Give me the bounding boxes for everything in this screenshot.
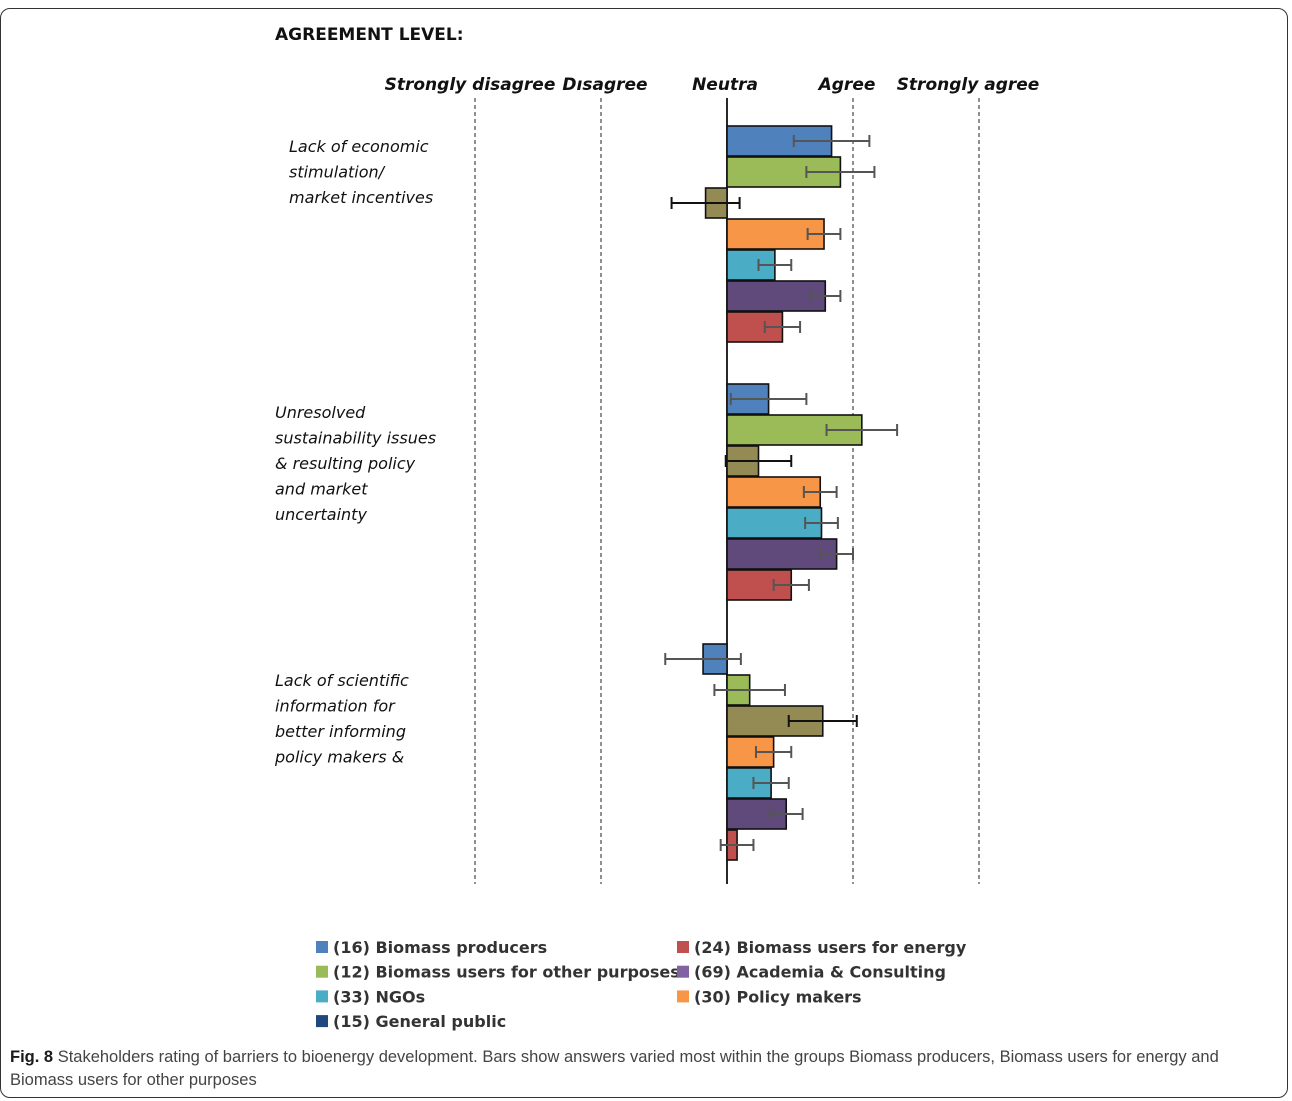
error-bar-series2-cat1 [724, 455, 793, 467]
error-bar-series3-cat1 [802, 486, 838, 498]
caption-text: Stakeholders rating of barriers to bioen… [10, 1048, 1219, 1089]
error-bar-series4-cat1 [804, 517, 839, 529]
error-bar-series0-cat1 [729, 393, 808, 405]
legend-label-6: (15) General public [333, 1012, 506, 1031]
category-label-1-line-2: & resulting policy [275, 454, 416, 473]
level-label-2: Neutra [692, 75, 758, 95]
legend-entry-0: (16) Biomass producers [316, 938, 547, 957]
legend-swatch-3 [677, 965, 689, 978]
category-label-1-line-1: sustainability issues [275, 429, 436, 448]
error-bar-series1-cat1 [825, 424, 899, 436]
legend-label-1: (24) Biomass users for energy [694, 938, 967, 957]
level-label-4: Strongly agree [897, 75, 1040, 95]
error-bar-series5-cat0 [809, 290, 842, 302]
category-label-0-line-2: market incentives [289, 188, 433, 207]
legend-swatch-1 [677, 941, 689, 953]
chart-title: AGREEMENT LEVEL: [275, 25, 464, 45]
legend-entry-6: (15) General public [316, 1012, 506, 1031]
level-label-0: Strongly disagree [385, 75, 556, 95]
error-bar-series2-cat2 [787, 715, 858, 727]
category-labels: Lack of economic stimulation/market incen… [274, 137, 436, 767]
error-bar-series3-cat0 [806, 228, 842, 240]
error-bars [664, 135, 899, 851]
legend-entry-5: (30) Policy makers [677, 987, 862, 1006]
legend-entry-2: (12) Biomass users for other purposes [316, 963, 680, 982]
bar-series5-cat1 [726, 538, 838, 570]
category-label-0-line-0: Lack of economic [289, 137, 429, 156]
category-label-2-line-0: Lack of scientific [275, 671, 409, 690]
figure-caption: Fig. 8 Stakeholders rating of barriers t… [10, 1046, 1278, 1092]
error-bar-series4-cat0 [757, 259, 793, 271]
agreement-level-labels: Strongly disagree Dısagree Neutra Agree Stro… [385, 75, 1040, 95]
legend-swatch-4 [316, 990, 328, 1003]
error-bar-series6-cat1 [772, 579, 810, 591]
error-bar-series4-cat2 [752, 777, 790, 789]
category-label-2-line-2: better informing [275, 722, 406, 741]
category-label-1-line-0: Unresolved [275, 403, 366, 422]
bar-series5-cat0 [726, 280, 827, 312]
legend-swatch-5 [677, 990, 689, 1003]
caption-label: Fig. 8 [10, 1048, 54, 1066]
legend-label-0: (16) Biomass producers [333, 938, 547, 957]
level-label-1: Dısagree [562, 75, 647, 95]
legend: (16) Biomass producers (24) Biomass users… [316, 938, 967, 1031]
figure-frame [0, 8, 1288, 1098]
bars [702, 125, 863, 861]
error-bar-series5-cat2 [768, 808, 804, 820]
error-bar-series2-cat0 [670, 197, 741, 209]
legend-label-3: (69) Academia & Consulting [694, 963, 946, 982]
legend-label-5: (30) Policy makers [694, 987, 862, 1006]
legend-label-4: (33) NGOs [333, 987, 425, 1006]
category-label-2-line-1: information for [275, 697, 396, 716]
error-bar-series6-cat2 [719, 839, 755, 851]
error-bar-series1-cat0 [805, 166, 876, 178]
legend-swatch-6 [316, 1015, 328, 1028]
category-label-1-line-3: and market [275, 480, 368, 499]
legend-entry-1: (24) Biomass users for energy [677, 938, 967, 957]
legend-swatch-0 [316, 941, 328, 953]
legend-label-2: (12) Biomass users for other purposes [333, 963, 680, 982]
category-label-0-line-1: stimulation/ [289, 163, 386, 182]
error-bar-series5-cat1 [819, 548, 854, 560]
category-label-2-line-3: policy makers & [274, 748, 404, 767]
legend-entry-4: (33) NGOs [316, 987, 425, 1006]
bar-chart: AGREEMENT LEVEL: Strongly disagree Dısagr… [274, 25, 1040, 1031]
error-bar-series3-cat2 [754, 746, 793, 758]
error-bar-series1-cat2 [713, 684, 786, 696]
category-label-1-line-4: uncertainty [275, 505, 367, 524]
level-label-3: Agree [817, 75, 876, 95]
error-bar-series6-cat0 [763, 321, 802, 333]
error-bar-series0-cat0 [792, 135, 871, 147]
legend-entry-3: (69) Academia & Consulting [677, 963, 946, 982]
error-bar-series0-cat2 [664, 653, 742, 665]
legend-swatch-2 [316, 965, 328, 978]
